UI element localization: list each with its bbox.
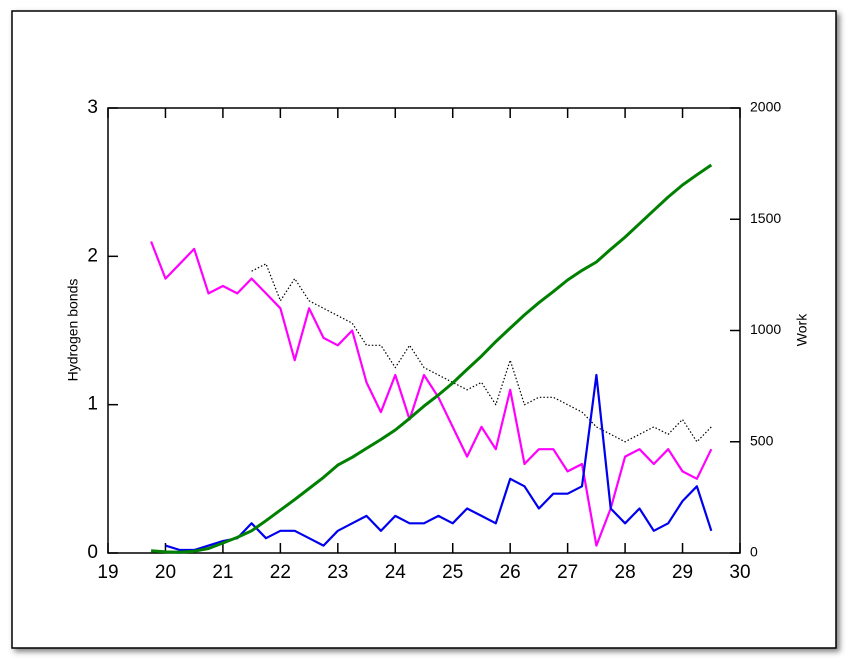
x-tick-label: 19: [97, 562, 118, 583]
series-line: [251, 263, 712, 443]
x-tick-label: 30: [729, 562, 750, 583]
frame: [11, 10, 837, 649]
x-tick-label: 29: [672, 562, 693, 583]
x-tick-label: 27: [557, 562, 578, 583]
y-axis-label: Hydrogen bonds: [65, 279, 81, 382]
y-tick-label: 1: [87, 394, 98, 415]
x-tick-label: 21: [212, 562, 233, 583]
y2-tick-label: 1000: [750, 321, 781, 337]
x-tick-label: 25: [442, 562, 463, 583]
x-tick-label: 24: [385, 562, 407, 583]
x-tick-label: 23: [327, 562, 348, 583]
x-tick-label: 26: [500, 562, 521, 583]
y2-axis-label: Work: [794, 313, 810, 346]
x-tick-label: 28: [615, 562, 636, 583]
series-line: [150, 241, 713, 547]
x-tick-label: 20: [155, 562, 176, 583]
y2-tick-label: 1500: [750, 210, 781, 226]
y-tick-label: 0: [87, 542, 98, 563]
y2-tick-label: 0: [750, 544, 758, 560]
y-tick-label: 3: [87, 97, 98, 118]
series-line: [150, 163, 713, 554]
y-tick-label: 2: [87, 245, 98, 266]
y2-tick-label: 2000: [750, 99, 781, 115]
x-tick-label: 22: [270, 562, 291, 583]
y2-tick-label: 500: [750, 432, 774, 448]
